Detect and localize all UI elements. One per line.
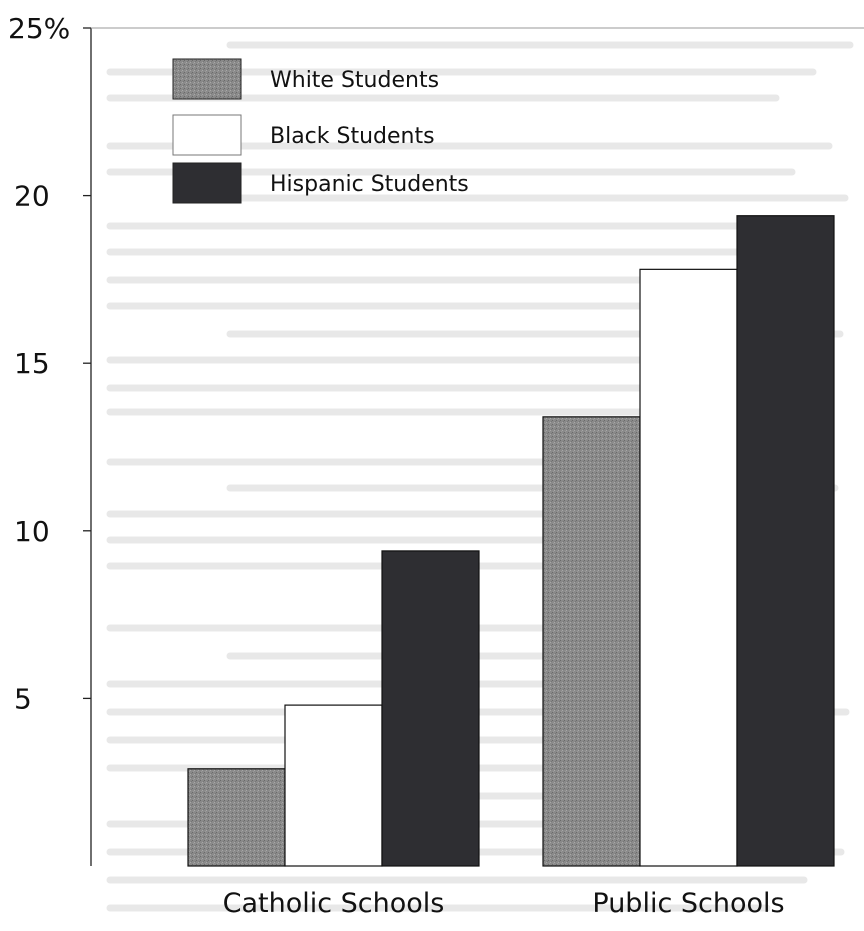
bars: [187, 215, 835, 867]
y-tick-label: 10: [14, 515, 50, 548]
legend-swatch-white-students: [172, 58, 242, 100]
legend-swatch-hispanic-students: [172, 162, 242, 204]
x-category-label: Public Schools: [592, 888, 784, 919]
legend-swatch-black-students: [172, 114, 242, 156]
bar-hispanic-students-public-schools: [736, 215, 835, 867]
legend-label: White Students: [270, 68, 439, 93]
x-axis-category-labels: Catholic Schools Public Schools: [223, 888, 785, 919]
legend-label: Hispanic Students: [270, 172, 469, 197]
y-tick-label: 25%: [8, 12, 70, 45]
legend: White Students Black Students Hispanic Stu…: [172, 58, 469, 204]
bar-black-students-public-schools: [639, 268, 738, 867]
y-axis-ticks: 5 10 15 20 25%: [8, 12, 91, 715]
bar-hispanic-students-catholic-schools: [381, 550, 480, 867]
bar-white-students-public-schools: [542, 416, 641, 867]
axes: [90, 27, 864, 866]
y-tick-label: 20: [14, 180, 50, 213]
bar-white-students-catholic-schools: [187, 768, 286, 867]
bar-black-students-catholic-schools: [284, 704, 383, 867]
x-category-label: Catholic Schools: [223, 888, 445, 919]
legend-label: Black Students: [270, 124, 435, 149]
y-tick-label: 5: [14, 682, 32, 715]
y-tick-label: 15: [14, 347, 50, 380]
